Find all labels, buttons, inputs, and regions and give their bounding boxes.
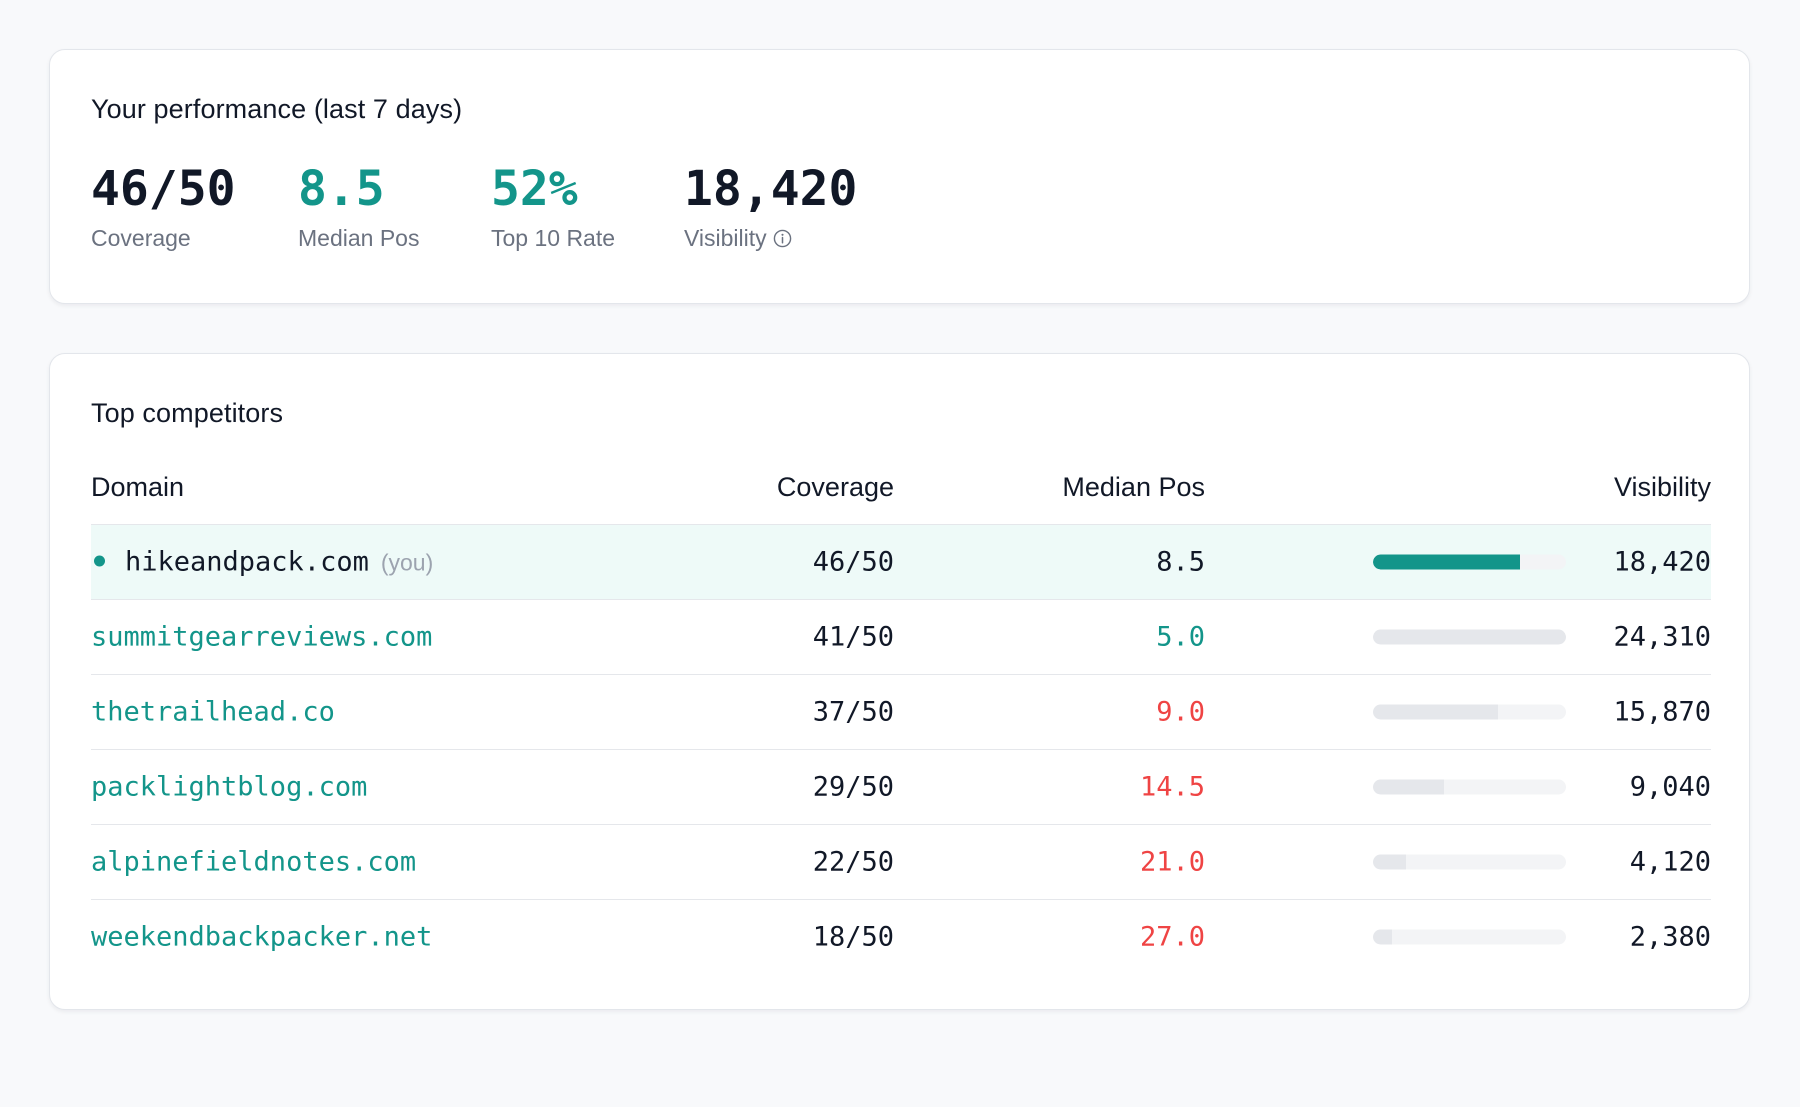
table-body: hikeandpack.com (you) 46/50 8.5 18,420 summit… xyxy=(91,525,1711,974)
metric-coverage: 46/50 Coverage xyxy=(91,165,236,252)
metric-median-pos: 8.5 Median Pos xyxy=(298,165,419,252)
domain-cell[interactable]: thetrailhead.co xyxy=(91,697,335,728)
visibility-bar-fill xyxy=(1373,854,1406,870)
visibility-bar xyxy=(1373,554,1566,570)
coverage-cell: 46/50 xyxy=(812,546,894,578)
median-pos-cell: 27.0 xyxy=(1139,921,1205,953)
table-row[interactable]: hikeandpack.com (you) 46/50 8.5 18,420 xyxy=(91,525,1711,600)
coverage-cell: 29/50 xyxy=(812,771,894,803)
coverage-cell: 18/50 xyxy=(812,921,894,953)
metric-top10-rate: 52% Top 10 Rate xyxy=(491,165,615,252)
performance-card: Your performance (last 7 days) 46/50 Cov… xyxy=(49,49,1750,304)
domain-link[interactable]: alpinefieldnotes.com xyxy=(91,846,417,878)
coverage-cell: 22/50 xyxy=(812,846,894,878)
info-icon[interactable] xyxy=(773,229,792,248)
coverage-cell: 37/50 xyxy=(812,696,894,728)
visibility-cell: 18,420 xyxy=(1613,546,1711,578)
visibility-bar xyxy=(1373,629,1566,645)
metric-value: 8.5 xyxy=(298,161,385,217)
domain-cell[interactable]: alpinefieldnotes.com xyxy=(91,847,416,878)
domain-link[interactable]: summitgearreviews.com xyxy=(91,621,433,653)
column-header-coverage[interactable]: Coverage xyxy=(776,472,894,502)
metric-label: Top 10 Rate xyxy=(491,225,616,251)
visibility-bar xyxy=(1373,704,1566,720)
median-pos-cell: 21.0 xyxy=(1139,846,1205,878)
domain-link[interactable]: packlightblog.com xyxy=(91,771,368,803)
metric-value: 46/50 xyxy=(91,161,236,217)
domain-cell[interactable]: packlightblog.com xyxy=(91,772,367,803)
competitors-card: Top competitors Domain Coverage Median P… xyxy=(49,353,1750,1010)
metric-value: 52% xyxy=(491,161,578,217)
metric-visibility: 18,420 Visibility xyxy=(684,165,857,252)
median-pos-cell: 5.0 xyxy=(1156,621,1205,653)
visibility-bar-fill xyxy=(1373,779,1445,795)
table-row[interactable]: summitgearreviews.com 41/50 5.0 24,310 xyxy=(91,600,1711,675)
domain-link[interactable]: thetrailhead.co xyxy=(91,696,335,728)
visibility-cell: 2,380 xyxy=(1629,921,1711,953)
visibility-cell: 24,310 xyxy=(1613,621,1711,653)
metric-value: 18,420 xyxy=(684,161,858,217)
table-row[interactable]: thetrailhead.co 37/50 9.0 15,870 xyxy=(91,675,1711,750)
visibility-bar-fill xyxy=(1373,929,1393,945)
competitors-table: Domain Coverage Median Pos Visibility hi… xyxy=(91,452,1711,974)
metric-label: Coverage xyxy=(91,225,191,251)
visibility-cell: 9,040 xyxy=(1629,771,1711,803)
you-indicator-dot xyxy=(94,555,105,567)
domain-text: hikeandpack.com xyxy=(125,546,369,578)
visibility-bar-fill xyxy=(1373,704,1499,720)
table-row[interactable]: weekendbackpacker.net 18/50 27.0 2,380 xyxy=(91,900,1711,974)
visibility-cell: 15,870 xyxy=(1613,696,1711,728)
metric-label: Visibility xyxy=(684,225,857,252)
coverage-cell: 41/50 xyxy=(812,621,894,653)
visibility-cell: 4,120 xyxy=(1629,846,1711,878)
domain-cell: hikeandpack.com (you) xyxy=(91,547,433,578)
metric-label: Median Pos xyxy=(298,225,420,251)
performance-title: Your performance (last 7 days) xyxy=(91,94,463,124)
metric-label-text: Visibility xyxy=(684,225,767,251)
median-pos-cell: 14.5 xyxy=(1139,771,1205,803)
visibility-bar xyxy=(1373,779,1566,795)
median-pos-cell: 9.0 xyxy=(1156,696,1205,728)
visibility-bar xyxy=(1373,929,1566,945)
column-header-median-pos[interactable]: Median Pos xyxy=(1062,472,1205,502)
table-row[interactable]: packlightblog.com 29/50 14.5 9,040 xyxy=(91,750,1711,825)
table-row[interactable]: alpinefieldnotes.com 22/50 21.0 4,120 xyxy=(91,825,1711,900)
visibility-bar-fill xyxy=(1373,629,1566,645)
domain-link[interactable]: weekendbackpacker.net xyxy=(91,921,433,953)
column-header-domain[interactable]: Domain xyxy=(91,472,185,502)
domain-cell[interactable]: weekendbackpacker.net xyxy=(91,922,432,953)
median-pos-cell: 8.5 xyxy=(1156,546,1205,578)
competitors-title: Top competitors xyxy=(91,398,284,428)
you-tag: (you) xyxy=(380,549,434,576)
column-header-visibility[interactable]: Visibility xyxy=(1613,472,1711,502)
table-header: Domain Coverage Median Pos Visibility xyxy=(91,452,1711,525)
visibility-bar-fill xyxy=(1373,554,1520,570)
domain-cell[interactable]: summitgearreviews.com xyxy=(91,622,432,653)
visibility-bar xyxy=(1373,854,1566,870)
